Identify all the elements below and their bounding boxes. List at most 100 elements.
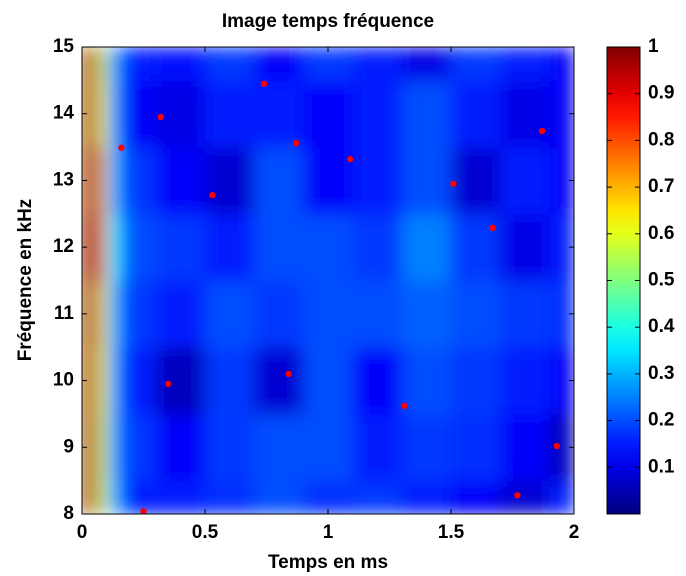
- heat-cell: [303, 413, 354, 482]
- heat-cell: [254, 80, 304, 148]
- heat-cell: [352, 413, 403, 482]
- heat-cell: [500, 413, 550, 482]
- y-tick-label: 14: [53, 103, 75, 124]
- heat-cell: [205, 480, 255, 514]
- point: [401, 402, 408, 410]
- chart-title: Image temps fréquence: [222, 11, 434, 32]
- heat-cell: [155, 213, 206, 281]
- y-tick-label: 10: [53, 370, 74, 391]
- point: [164, 380, 172, 388]
- heat-cell: [451, 147, 501, 215]
- heat-cell: [352, 213, 403, 281]
- x-tick-label: 1.5: [438, 522, 465, 543]
- heat-cell: [82, 480, 88, 514]
- heat-cell: [500, 480, 550, 514]
- heat-cell: [106, 147, 122, 215]
- overlay: 0 0.5 1 1.5 2 8 9 10 11 12 13 14 15 0.1 0.2 0.3 0.4 0.5 0.…: [53, 36, 675, 543]
- heat-cell: [303, 480, 354, 514]
- heat-cell: [401, 213, 452, 281]
- point: [450, 180, 457, 187]
- heat-cell: [254, 347, 304, 415]
- y-axis-label: Fréquence en kHz: [15, 199, 36, 362]
- heat-cell: [205, 80, 255, 148]
- heat-cell: [121, 280, 157, 348]
- colorbar-tick-label: 0.9: [648, 83, 674, 104]
- heat-cell: [155, 413, 206, 482]
- heat-cell: [96, 480, 108, 514]
- heat-cell: [451, 413, 501, 482]
- point: [285, 370, 292, 378]
- colorbar-tick-label: 0.3: [648, 363, 674, 384]
- heatmap: [82, 47, 574, 514]
- heat-cell: [500, 147, 550, 215]
- heat-cell: [86, 147, 98, 215]
- colorbar-tick-label: 0.7: [648, 176, 674, 197]
- heat-cell: [96, 213, 108, 281]
- heat-cell: [451, 480, 501, 514]
- colorbar-tick-label: 0.5: [648, 270, 675, 291]
- heat-cell: [121, 213, 157, 281]
- heat-cell: [401, 347, 452, 415]
- heat-cell: [205, 413, 255, 482]
- point: [489, 224, 497, 231]
- point: [538, 127, 546, 135]
- heat-cell: [352, 480, 403, 514]
- heat-cell: [500, 213, 550, 281]
- x-tick-label: 2: [569, 522, 580, 543]
- heat-cell: [106, 213, 122, 281]
- y-tick-label: 15: [53, 36, 75, 57]
- heat-cell: [303, 47, 354, 81]
- heat-cell: [352, 280, 403, 348]
- heat-cell: [401, 480, 452, 514]
- heat-cell: [254, 480, 304, 514]
- heat-cell: [352, 347, 403, 415]
- heat-cell: [106, 413, 122, 482]
- heat-cell: [500, 347, 550, 415]
- colorbar-tick-label: 0.1: [648, 456, 675, 477]
- heat-cell: [401, 47, 452, 81]
- heat-cell: [451, 280, 501, 348]
- heat-cell: [451, 47, 501, 81]
- heat-cell: [303, 213, 354, 281]
- heat-cell: [401, 147, 452, 215]
- heat-cell: [500, 80, 550, 148]
- heat-cell: [121, 80, 157, 148]
- heat-cell: [155, 480, 206, 514]
- heat-cell: [451, 80, 501, 148]
- heat-cell: [303, 147, 354, 215]
- heat-cell: [96, 147, 108, 215]
- heat-cell: [96, 347, 108, 415]
- point: [260, 80, 268, 87]
- heat-cell: [121, 47, 157, 81]
- colorbar-tick-label: 1: [648, 36, 659, 57]
- x-tick-label: 1: [323, 522, 334, 543]
- heat-cell: [254, 47, 304, 81]
- heat-cell: [86, 480, 98, 514]
- colorbar-tick-label: 0.2: [648, 410, 674, 431]
- heat-cell: [401, 80, 452, 148]
- x-tick-label: 0.5: [192, 522, 219, 543]
- heat-cell: [205, 213, 255, 281]
- heat-cell: [401, 280, 452, 348]
- heat-cell: [86, 413, 98, 482]
- heat-cell: [500, 280, 550, 348]
- heat-cell: [96, 80, 108, 148]
- point: [140, 508, 147, 515]
- heat-cell: [401, 413, 452, 482]
- heat-cell: [82, 47, 88, 81]
- point: [553, 442, 560, 450]
- heat-cell: [155, 80, 206, 148]
- heat-cell: [205, 347, 255, 415]
- colorbar-tick-label: 0.8: [648, 129, 674, 150]
- heat-cell: [121, 480, 157, 514]
- heat-cell: [106, 480, 122, 514]
- y-tick-label: 9: [63, 436, 74, 457]
- heat-cell: [86, 280, 98, 348]
- heat-cell: [500, 47, 550, 81]
- heat-cell: [549, 480, 574, 514]
- x-tick-label: 0: [77, 522, 88, 543]
- heat-cell: [451, 213, 501, 281]
- heat-cell: [96, 413, 108, 482]
- heat-cell: [155, 280, 206, 348]
